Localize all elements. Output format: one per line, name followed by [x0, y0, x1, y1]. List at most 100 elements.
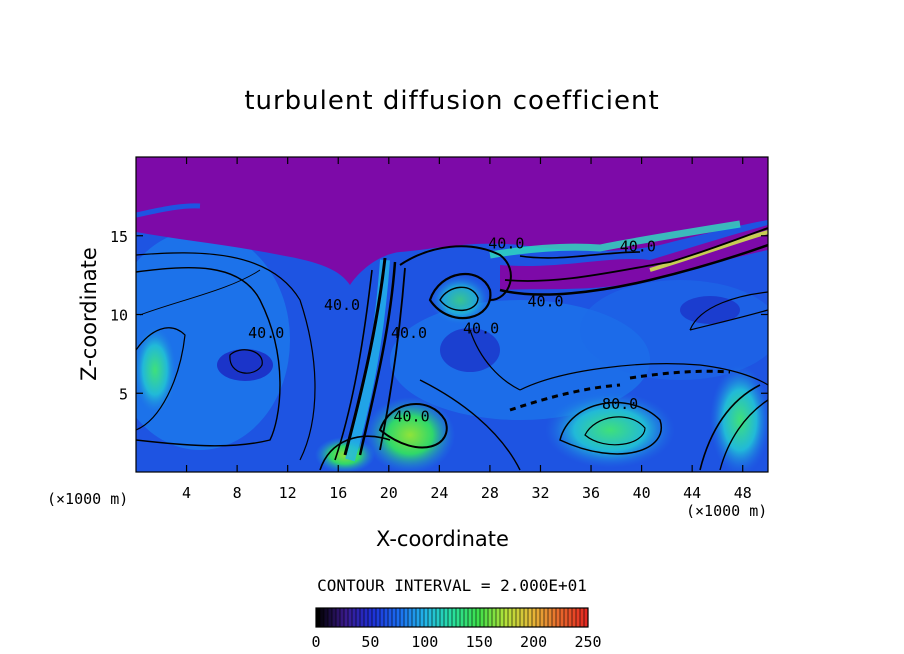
- colorbar-cell-57: [544, 608, 549, 627]
- colorbar-cell-31: [440, 608, 445, 627]
- colorbar-cell-49: [512, 608, 517, 627]
- colorbar-tick-label-4: 200: [520, 633, 547, 651]
- colorbar-cell-20: [396, 608, 401, 627]
- x-tick-label-2: 12: [279, 484, 297, 502]
- colorbar-cell-34: [452, 608, 457, 627]
- colorbar-cell-15: [376, 608, 381, 627]
- contour-label-6: 80.0: [602, 395, 638, 413]
- colorbar-cell-62: [564, 608, 569, 627]
- colorbar-cell-41: [480, 608, 485, 627]
- contour-label-8: 40.0: [393, 408, 429, 426]
- colorbar-cell-43: [488, 608, 493, 627]
- colorbar-cell-35: [456, 608, 461, 627]
- colorbar-cell-6: [340, 608, 345, 627]
- colorbar-cell-21: [400, 608, 405, 627]
- y-tick-label-1: 10: [110, 307, 128, 325]
- colorbar-cell-36: [460, 608, 465, 627]
- colorbar-cell-56: [540, 608, 545, 627]
- x-tick-label-11: 48: [734, 484, 752, 502]
- colorbar-cell-9: [352, 608, 357, 627]
- colorbar-cell-19: [392, 608, 397, 627]
- colorbar-cell-40: [476, 608, 481, 627]
- colorbar-cell-5: [336, 608, 341, 627]
- colorbar-cell-1: [320, 608, 325, 627]
- colorbar-cell-53: [528, 608, 533, 627]
- x-tick-label-10: 44: [683, 484, 701, 502]
- colorbar: [315, 607, 589, 628]
- y-axis-label: Z-coordinate: [77, 247, 101, 381]
- colorbar-cell-38: [468, 608, 473, 627]
- colorbar-cell-52: [524, 608, 529, 627]
- colorbar-cell-30: [436, 608, 441, 627]
- contour-label-2: 40.0: [391, 324, 427, 342]
- heatmap-field: 40.0 40.0 40.0 40.0 40.0 40.0 80.0 40.0 40.0: [136, 157, 768, 472]
- colorbar-cell-26: [420, 608, 425, 627]
- contour-label-5: 40.0: [620, 238, 656, 256]
- x-axis: 4 8 12 16 20 24 28 32 36 40 44 48: [182, 157, 752, 502]
- colorbar-tick-label-3: 150: [466, 633, 493, 651]
- colorbar-cell-45: [496, 608, 501, 627]
- colorbar-cell-8: [348, 608, 353, 627]
- colorbar-cell-28: [428, 608, 433, 627]
- contour-labels: 40.0 40.0 40.0 40.0 40.0 40.0 80.0 40.0 40.0: [248, 234, 656, 425]
- colorbar-cell-67: [584, 608, 589, 627]
- colorbar-cell-0: [316, 608, 321, 627]
- colorbar-cell-3: [328, 608, 333, 627]
- x-tick-label-6: 28: [481, 484, 499, 502]
- colorbar-tick-label-2: 100: [411, 633, 438, 651]
- colorbar-cell-50: [516, 608, 521, 627]
- x-tick-label-1: 8: [233, 484, 242, 502]
- chart-title: turbulent diffusion coefficient: [244, 86, 660, 116]
- colorbar-cell-25: [416, 608, 421, 627]
- x-unit-label: (×1000 m): [686, 502, 768, 520]
- y-tick-label-0: 5: [119, 385, 128, 403]
- colorbar-cell-63: [568, 608, 573, 627]
- contour-interval: CONTOUR INTERVAL = 2.000E+01: [317, 576, 587, 595]
- z-unit-label: (×1000 m): [47, 490, 129, 508]
- x-tick-label-8: 36: [582, 484, 600, 502]
- contour-dashes: [509, 369, 731, 412]
- colorbar-cell-48: [508, 608, 513, 627]
- colorbar-frame: [315, 607, 589, 628]
- colorbar-cell-51: [520, 608, 525, 627]
- colorbar-cell-11: [360, 608, 365, 627]
- colorbar-cell-33: [448, 608, 453, 627]
- x-tick-label-4: 20: [380, 484, 398, 502]
- y-tick-label-2: 15: [110, 228, 128, 246]
- colorbar-cell-23: [408, 608, 413, 627]
- colorbar-cell-2: [324, 608, 329, 627]
- contour-label-7: 40.0: [488, 234, 524, 252]
- colorbar-cell-27: [424, 608, 429, 627]
- colorbar-cell-4: [332, 608, 337, 627]
- colorbar-cell-65: [576, 608, 581, 627]
- colorbar-cell-59: [552, 608, 557, 627]
- x-tick-label-3: 16: [329, 484, 347, 502]
- colorbar-tick-label-5: 250: [574, 633, 601, 651]
- colorbar-cell-47: [504, 608, 509, 627]
- x-axis-label: X-coordinate: [376, 527, 509, 551]
- x-tick-label-9: 40: [633, 484, 651, 502]
- colorbar-cell-64: [572, 608, 577, 627]
- colorbar-cell-58: [548, 608, 553, 627]
- colorbar-cell-42: [484, 608, 489, 627]
- x-tick-label-5: 24: [430, 484, 448, 502]
- colorbar-cell-12: [364, 608, 369, 627]
- colorbar-cell-13: [368, 608, 373, 627]
- colorbar-tick-label-1: 50: [361, 633, 379, 651]
- colorbar-cell-37: [464, 608, 469, 627]
- colorbar-cell-55: [536, 608, 541, 627]
- y-axis: 5 10 15: [110, 228, 768, 403]
- colorbar-cell-14: [372, 608, 377, 627]
- colorbar-cell-22: [404, 608, 409, 627]
- colorbar-cell-46: [500, 608, 505, 627]
- colorbar-cell-10: [356, 608, 361, 627]
- colorbar-cell-61: [560, 608, 565, 627]
- colorbar-cell-18: [388, 608, 393, 627]
- contour-label-4: 40.0: [527, 293, 563, 311]
- x-tick-label-7: 32: [531, 484, 549, 502]
- colorbar-cell-32: [444, 608, 449, 627]
- x-tick-label-0: 4: [182, 484, 191, 502]
- colorbar-cell-24: [412, 608, 417, 627]
- contour-label-3: 40.0: [463, 319, 499, 337]
